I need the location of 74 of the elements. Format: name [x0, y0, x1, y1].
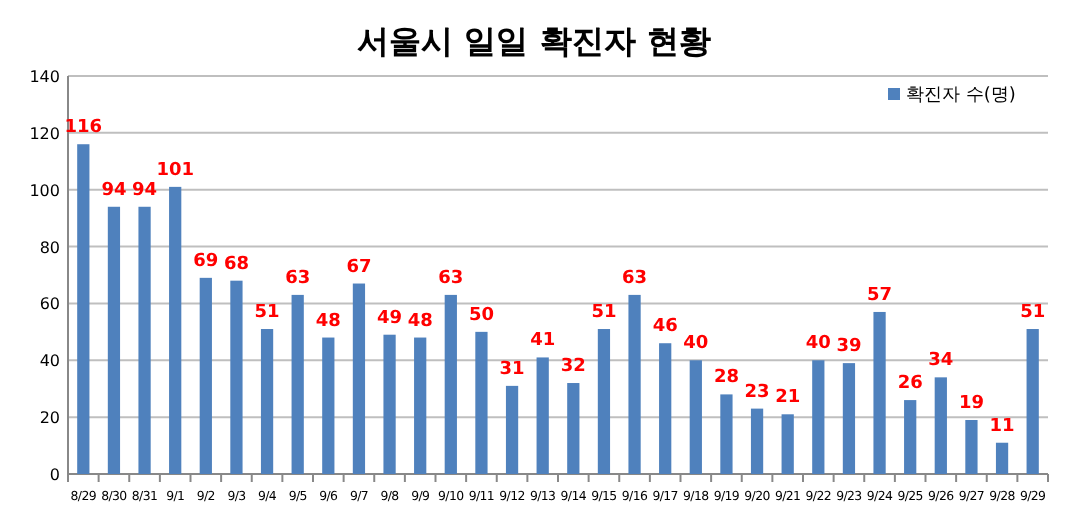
data-label: 34	[928, 351, 954, 372]
bar	[812, 360, 825, 474]
data-label: 94	[132, 180, 158, 201]
bar	[995, 442, 1009, 474]
bar	[934, 377, 947, 474]
bar	[567, 383, 580, 474]
bar	[414, 337, 427, 474]
bar	[750, 408, 764, 474]
bar	[383, 334, 396, 474]
legend-label: 확진자 수(명)	[906, 86, 1016, 106]
bar	[904, 400, 917, 474]
bar	[169, 186, 182, 474]
data-label: 26	[897, 374, 923, 395]
bar	[352, 283, 366, 474]
data-label: 46	[652, 317, 678, 338]
data-label: 63	[622, 268, 648, 289]
data-label: 23	[744, 382, 770, 403]
bar	[659, 343, 672, 474]
y-tick-label: 100	[29, 181, 60, 200]
bar	[965, 419, 978, 474]
y-tick-label: 140	[29, 68, 60, 86]
data-label: 57	[867, 285, 893, 306]
bar	[536, 357, 549, 474]
data-label: 48	[407, 311, 433, 332]
data-label: 39	[836, 337, 862, 358]
bar	[720, 394, 733, 474]
chart-title: 서울시 일일 확진자 현황	[357, 22, 711, 60]
data-label: 63	[285, 268, 311, 289]
data-label: 69	[193, 251, 219, 272]
bar	[199, 277, 212, 474]
data-label: 49	[377, 308, 403, 329]
data-label: 40	[805, 334, 831, 355]
y-tick-label: 0	[49, 466, 60, 484]
data-label: 63	[438, 268, 464, 289]
y-tick-label: 60	[39, 295, 60, 314]
data-label: 116	[64, 118, 103, 139]
y-tick-label: 20	[39, 409, 60, 428]
data-label: 48	[315, 311, 341, 332]
data-label: 40	[683, 334, 709, 355]
bar	[230, 280, 243, 474]
y-tick-label: 80	[39, 238, 60, 257]
bar	[322, 337, 335, 474]
bar	[628, 294, 641, 474]
data-label: 21	[775, 388, 801, 409]
data-label: 28	[713, 368, 739, 389]
bar	[597, 329, 611, 474]
bar	[873, 311, 886, 474]
y-tick-label: 120	[29, 124, 60, 143]
bar	[505, 385, 519, 474]
bar	[842, 363, 856, 474]
bar	[107, 206, 121, 474]
bar	[1026, 329, 1039, 474]
data-label: 67	[346, 257, 372, 278]
data-label: 50	[468, 305, 494, 326]
bar	[77, 144, 90, 474]
bar	[291, 294, 304, 474]
data-label: 101	[156, 160, 194, 181]
data-label: 94	[101, 180, 127, 201]
data-label: 51	[254, 303, 280, 324]
bar	[260, 329, 274, 474]
bar	[689, 360, 702, 474]
bar	[781, 414, 794, 474]
bar	[444, 294, 457, 474]
y-tick-label: 40	[39, 352, 60, 371]
bar	[475, 331, 488, 474]
bar	[138, 206, 151, 474]
data-label: 31	[499, 359, 525, 380]
data-label: 51	[591, 303, 617, 324]
data-label: 11	[989, 416, 1015, 437]
data-label: 32	[560, 357, 586, 378]
data-label: 19	[958, 393, 984, 414]
data-label: 41	[530, 331, 556, 352]
data-label: 51	[1020, 303, 1046, 324]
data-label: 68	[223, 254, 249, 275]
